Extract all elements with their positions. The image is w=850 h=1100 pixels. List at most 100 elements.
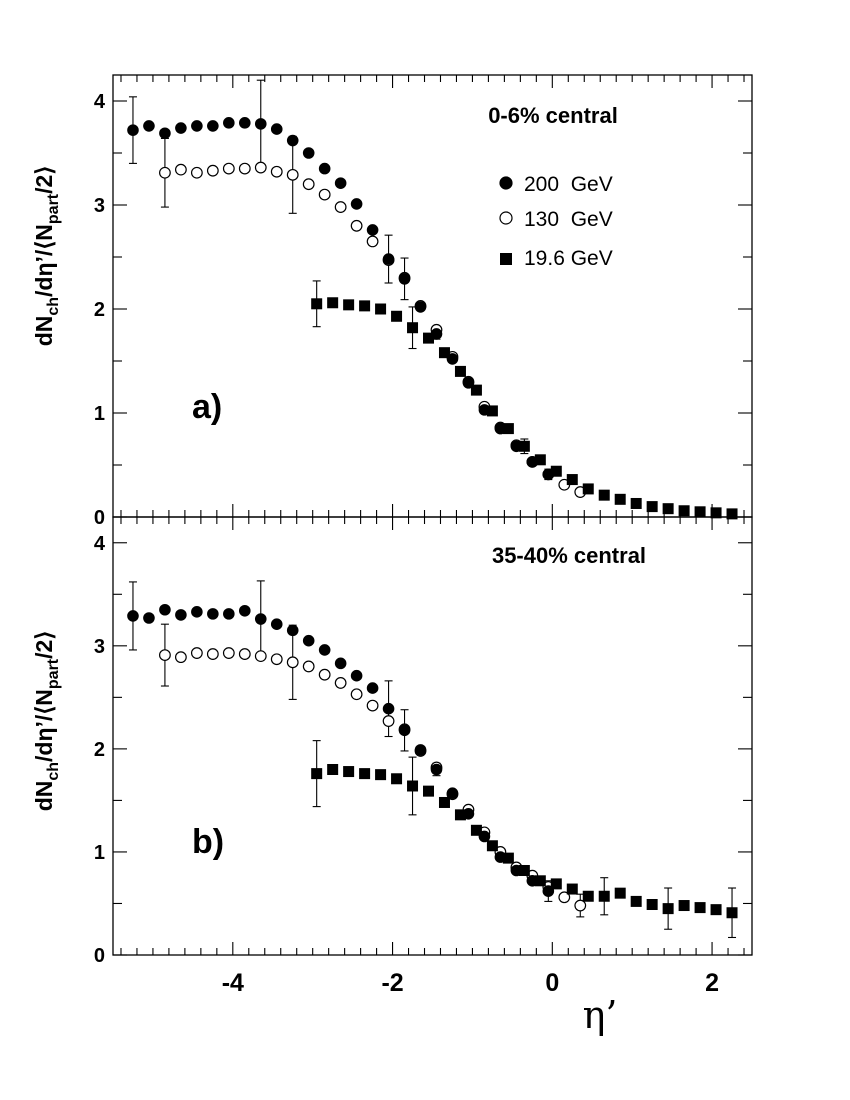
data-point-200gev: [159, 603, 171, 616]
data-point-19gev: [630, 895, 642, 907]
panel-a-frame: [112, 74, 753, 518]
data-point-200gev: [318, 162, 331, 175]
data-point-200gev: [366, 682, 379, 694]
panel-a-annotation: 0-6% central: [488, 103, 618, 128]
data-point-130gev: [350, 688, 363, 701]
data-point-130gev: [334, 677, 347, 689]
data-point-200gev: [270, 123, 283, 135]
data-point-200gev: [382, 702, 395, 715]
data-point-200gev: [207, 120, 219, 132]
data-point-200gev: [462, 377, 475, 389]
data-point-19gev: [598, 489, 610, 501]
data-point-19gev: [327, 763, 339, 775]
data-point-200gev: [175, 122, 187, 134]
data-point-200gev: [207, 608, 219, 620]
data-point-200gev: [286, 624, 299, 637]
data-point-19gev: [518, 864, 530, 876]
data-point-130gev: [254, 161, 267, 174]
data-point-19gev: [726, 508, 738, 520]
data-point-200gev: [462, 808, 475, 820]
data-point-200gev: [446, 787, 459, 799]
data-point-19gev: [470, 384, 482, 396]
data-point-19gev: [391, 310, 403, 322]
data-point-19gev: [566, 883, 578, 895]
data-point-130gev: [302, 178, 315, 191]
data-point-200gev: [430, 328, 443, 340]
panel-b-letter: b): [192, 823, 224, 861]
data-point-19gev: [678, 900, 690, 912]
data-point-130gev: [270, 165, 283, 178]
data-point-19gev: [694, 902, 706, 914]
data-point-200gev: [270, 618, 283, 630]
data-point-200gev: [542, 885, 555, 897]
data-point-19gev: [550, 465, 562, 477]
data-point-130gev: [238, 162, 251, 175]
data-point-200gev: [430, 763, 443, 776]
data-point-19gev: [678, 505, 690, 517]
data-point-200gev: [542, 468, 555, 481]
data-point-130gev: [190, 647, 203, 659]
legend-marker-19gev: [500, 253, 512, 265]
data-point-19gev: [454, 365, 466, 377]
data-point-130gev: [366, 699, 379, 712]
data-point-200gev: [350, 198, 363, 210]
data-point-200gev: [191, 606, 203, 618]
y-tick-label: 1: [94, 403, 105, 425]
data-point-19gev: [502, 423, 514, 435]
data-point-130gev: [286, 656, 299, 669]
data-point-19gev: [502, 852, 514, 864]
legend-label-200gev: 200 GeV: [524, 173, 613, 196]
data-point-200gev: [302, 634, 315, 647]
data-point-19gev: [614, 493, 626, 505]
y-tick-label: 2: [94, 739, 105, 761]
data-point-200gev: [510, 440, 523, 453]
data-point-19gev: [391, 773, 403, 785]
data-point-130gev: [286, 168, 299, 181]
data-point-19gev: [343, 299, 355, 311]
data-point-19gev: [407, 780, 419, 792]
data-point-130gev: [382, 715, 395, 727]
data-point-130gev: [254, 650, 267, 663]
data-point-19gev: [710, 507, 722, 519]
data-point-130gev: [222, 647, 235, 659]
y-tick-label: 3: [94, 636, 105, 658]
data-point-19gev: [311, 768, 323, 780]
data-point-130gev: [318, 668, 331, 681]
data-point-19gev: [311, 298, 323, 310]
panel-b-frame: [112, 516, 753, 956]
data-point-130gev: [350, 219, 363, 232]
y-tick-label: 0: [94, 507, 105, 529]
data-point-19gev: [614, 887, 626, 899]
data-point-200gev: [414, 301, 427, 313]
data-point-200gev: [159, 127, 171, 140]
data-point-200gev: [398, 724, 411, 737]
data-point-200gev: [302, 147, 315, 159]
data-point-19gev: [423, 785, 435, 797]
data-point-200gev: [350, 669, 363, 682]
data-point-200gev: [494, 422, 507, 435]
x-axis-label: η’: [583, 993, 618, 1037]
data-point-19gev: [343, 766, 355, 778]
panel-b: 0 1 2 3 4 -4 -2 0 2 dNch/dη’/⟨Npart/2⟩: [31, 516, 753, 997]
data-point-200gev: [478, 404, 491, 416]
x-tick-label: 0: [545, 969, 559, 997]
data-point-19gev: [486, 840, 498, 852]
data-point-200gev: [526, 456, 539, 468]
data-point-19gev: [662, 503, 674, 515]
legend: 200 GeV 130 GeV 19.6 GeV: [499, 173, 613, 270]
data-point-200gev: [127, 124, 139, 136]
data-point-200gev: [510, 864, 523, 877]
data-point-19gev: [423, 332, 435, 344]
data-point-130gev: [366, 235, 379, 248]
data-point-130gev: [238, 648, 251, 660]
data-point-19gev: [534, 454, 546, 466]
data-point-200gev: [318, 644, 331, 656]
data-point-19gev: [630, 497, 642, 509]
data-point-200gev: [127, 610, 139, 622]
data-point-19gev: [375, 769, 387, 781]
panel-b-annotation: 35-40% central: [492, 543, 646, 568]
data-point-200gev: [175, 609, 187, 621]
data-point-200gev: [223, 608, 235, 620]
legend-label-130gev: 130 GeV: [524, 208, 613, 231]
data-point-200gev: [286, 134, 299, 147]
